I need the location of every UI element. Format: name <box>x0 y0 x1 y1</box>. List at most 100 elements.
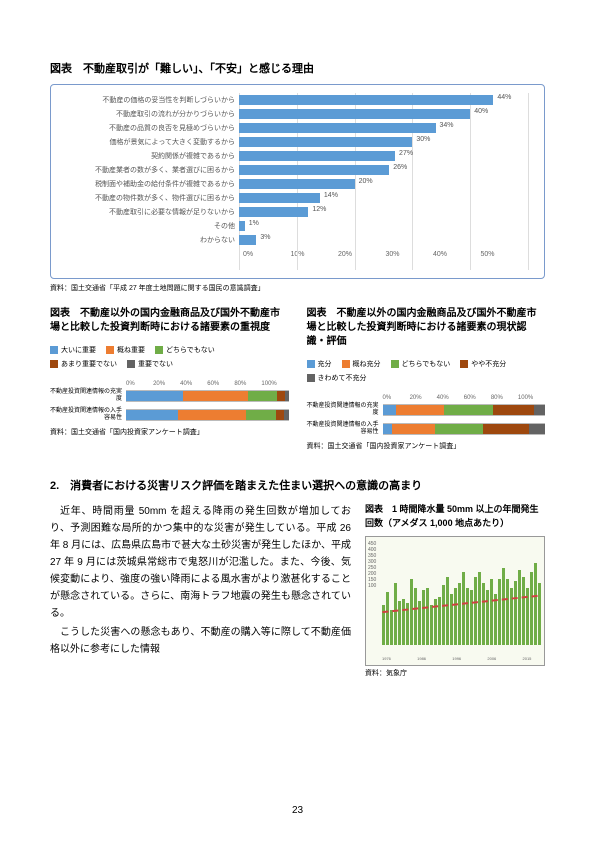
hbar-value: 34% <box>440 122 454 129</box>
hbar-row: わからない3% <box>59 233 528 247</box>
stacked-seg <box>284 410 289 420</box>
stacked-seg <box>126 410 178 420</box>
chart1-title: 図表 不動産取引が「難しい」、「不安」と感じる理由 <box>50 60 545 76</box>
hbar-label: 不動産の価格の妥当性を判断しづらいから <box>59 95 239 105</box>
mini-bar <box>534 563 537 645</box>
legend-label: 概ね充分 <box>353 359 381 369</box>
hbar-fill <box>239 221 245 231</box>
mini-bar <box>466 588 469 646</box>
hbar-fill <box>239 137 412 147</box>
hbar-label: 不動産取引に必要な情報が足りないから <box>59 207 239 217</box>
para-1: 近年、時間雨量 50mm を超える降雨の発生回数が増加しており、予測困難な局所的… <box>50 503 351 622</box>
hbar-label: 不動産業者の数が多く、業者選びに困るから <box>59 165 239 175</box>
chart3: 図表 不動産以外の国内金融商品及び国外不動産市場と比較した投資判断時における諸要… <box>307 307 546 465</box>
hbar-value: 40% <box>474 108 488 115</box>
stacked-seg <box>444 405 493 415</box>
mini-bar <box>494 594 497 645</box>
mini-bar <box>482 583 485 645</box>
para-2: こうした災害への懸念もあり、不動産の購入等に際して不動産価格以外に参考にした情報 <box>50 624 351 658</box>
mini-y-axis: 450400350300250200150100 <box>368 541 376 589</box>
hbar-label: その他 <box>59 221 239 231</box>
hbar-label: 税制面や補助金の給付条件が複雑であるから <box>59 179 239 189</box>
mini-bar <box>414 588 417 646</box>
mini-bar <box>514 581 517 645</box>
legend-item: どちらでもない <box>155 345 215 355</box>
stacked-bar <box>383 423 546 435</box>
mini-bar <box>510 588 513 646</box>
legend-label: 大いに重要 <box>61 345 96 355</box>
legend-item: 充分 <box>307 359 332 369</box>
stacked-bar <box>126 390 289 402</box>
hbar-value: 20% <box>359 178 373 185</box>
legend-label: やや不充分 <box>471 359 506 369</box>
legend-swatch <box>127 360 135 368</box>
hbar-value: 12% <box>312 206 326 213</box>
legend-swatch <box>50 346 58 354</box>
mini-bar <box>470 590 473 646</box>
legend-swatch <box>391 360 399 368</box>
chart4-source: 資料：気象庁 <box>365 668 545 678</box>
stacked-seg <box>277 391 285 401</box>
stacked-row: 不動産投資関連情報の充実度 <box>50 389 289 402</box>
hbar-value: 14% <box>324 192 338 199</box>
hbar-fill <box>239 109 470 119</box>
stacked-seg <box>183 391 248 401</box>
legend-label: あまり重要でない <box>61 359 117 369</box>
legend-label: きわめて不充分 <box>318 373 367 383</box>
hbar-value: 30% <box>416 136 430 143</box>
mini-bar <box>486 590 489 646</box>
chart4: 図表 1 時間降水量 50mm 以上の年間発生回数（アメダス 1,000 地点あ… <box>365 503 545 692</box>
chart3-source: 資料：国土交通省「国内投資家アンケート調査」 <box>307 441 546 451</box>
mini-bar <box>410 579 413 646</box>
hbar-value: 44% <box>497 94 511 101</box>
stacked-seg <box>483 424 529 434</box>
mini-bar <box>474 577 477 646</box>
mini-bar <box>442 585 445 645</box>
hbar-row: 不動産の物件数が多く、物件選びに困るから 14% <box>59 191 528 205</box>
stacked-label: 不動産投資関連情報の入手容易性 <box>307 422 383 435</box>
hbar-row: 契約関係が複雑であるから27% <box>59 149 528 163</box>
stacked-row: 不動産投資関連情報の入手容易性 <box>50 408 289 421</box>
mini-bar <box>458 583 461 645</box>
hbar-row: 不動産の価格の妥当性を判断しづらいから 44% <box>59 93 528 107</box>
stacked-seg <box>248 391 277 401</box>
hbar-row: 不動産取引に必要な情報が足りないから 12% <box>59 205 528 219</box>
mini-bar <box>538 583 541 645</box>
stacked-row: 不動産投資関連情報の入手容易性 <box>307 422 546 435</box>
stacked-seg <box>276 410 284 420</box>
stacked-seg <box>396 405 445 415</box>
chart2-source: 資料：国土交通省「国内投資家アンケート調査」 <box>50 427 289 437</box>
section2-heading: 2. 消費者における災害リスク評価を踏まえた住まい選択への意識の高まり <box>50 477 545 493</box>
hbar-fill <box>239 123 436 133</box>
hbar-fill <box>239 193 320 203</box>
hbar-row: 不動産業者の数が多く、業者選びに困るから26% <box>59 163 528 177</box>
hbar-row: その他 1% <box>59 219 528 233</box>
hbar-label: 不動産の物件数が多く、物件選びに困るから <box>59 193 239 203</box>
chart4-caption: 図表 1 時間降水量 50mm 以上の年間発生回数（アメダス 1,000 地点あ… <box>365 503 545 530</box>
stacked-seg <box>383 405 396 415</box>
mini-bar <box>430 605 433 645</box>
stacked-seg <box>126 391 183 401</box>
stacked-label: 不動産投資関連情報の入手容易性 <box>50 408 126 421</box>
hbar-fill <box>239 165 389 175</box>
mini-bar <box>522 577 525 646</box>
mini-bar <box>518 570 521 646</box>
body-text: 近年、時間雨量 50mm を超える降雨の発生回数が増加しており、予測困難な局所的… <box>50 503 351 692</box>
hbar-fill <box>239 235 256 245</box>
legend-item: 概ね充分 <box>342 359 381 369</box>
mini-bar <box>498 579 501 646</box>
chart3-title: 図表 不動産以外の国内金融商品及び国外不動産市場と比較した投資判断時における諸要… <box>307 307 546 349</box>
hbar-fill <box>239 95 493 105</box>
mini-bar <box>450 594 453 645</box>
chart1-source: 資料：国土交通省「平成 27 年度土地問題に関する国民の意識調査」 <box>50 283 545 293</box>
stacked-seg <box>285 391 288 401</box>
legend-swatch <box>155 346 163 354</box>
mini-bar <box>390 610 393 646</box>
legend-label: 重要でない <box>138 359 173 369</box>
legend-item: 大いに重要 <box>50 345 96 355</box>
hbar-label: わからない <box>59 235 239 245</box>
hbar-row: 税制面や補助金の給付条件が複雑であるから 20% <box>59 177 528 191</box>
section2-body: 近年、時間雨量 50mm を超える降雨の発生回数が増加しており、予測困難な局所的… <box>50 503 545 692</box>
hbar-value: 1% <box>249 220 259 227</box>
mini-bar <box>478 572 481 645</box>
